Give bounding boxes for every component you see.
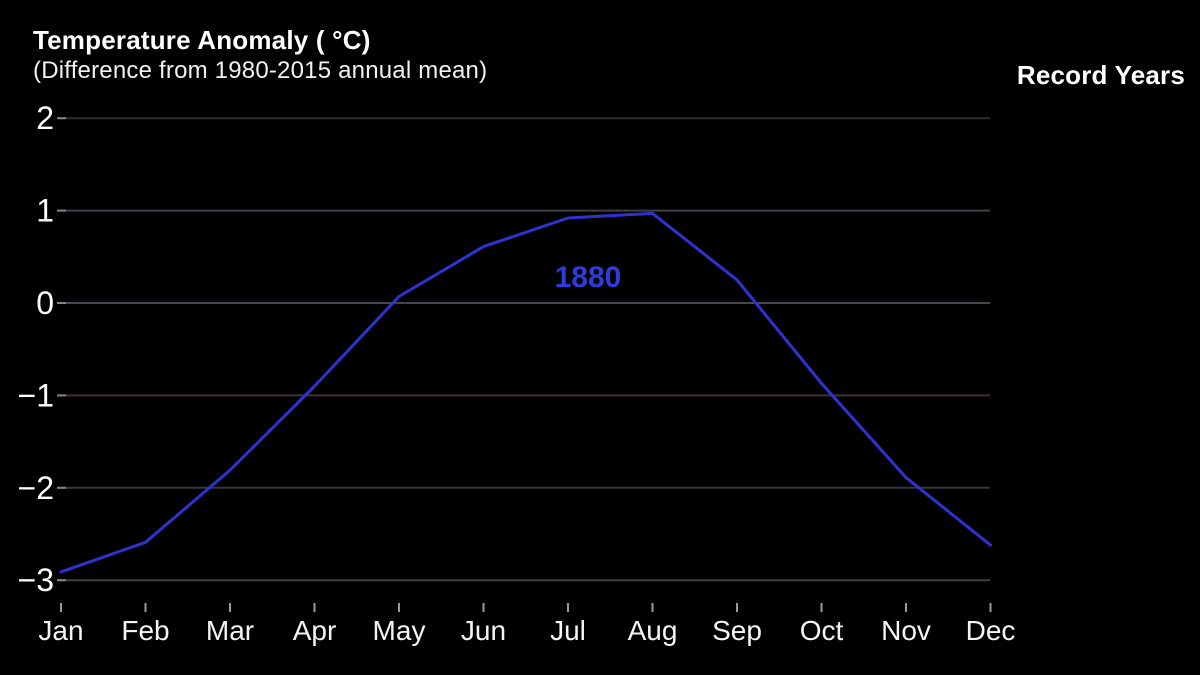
y-tick-label: −1 [18, 377, 54, 413]
x-tick-label: Mar [206, 615, 254, 646]
legend-title: Record Years [1016, 60, 1185, 90]
x-tick-label: Feb [121, 615, 169, 646]
x-tick-label: Jul [550, 615, 586, 646]
y-tick-label: −3 [18, 562, 54, 598]
y-tick-label: 0 [36, 285, 54, 321]
y-tick-label: 1 [36, 193, 54, 229]
x-tick-label: Jan [38, 615, 83, 646]
page-title: Temperature Anomaly ( °C) [33, 25, 371, 55]
x-tick-label: May [373, 615, 426, 646]
x-tick-label: Sep [712, 615, 762, 646]
y-tick-label: −2 [18, 470, 54, 506]
x-tick-label: Jun [461, 615, 506, 646]
y-tick-label: 2 [36, 100, 54, 136]
series-label-1880: 1880 [555, 261, 622, 294]
x-tick-label: Apr [293, 615, 337, 646]
x-tick-label: Dec [966, 615, 1016, 646]
x-tick-label: Nov [881, 615, 931, 646]
x-tick-label: Aug [628, 615, 678, 646]
x-tick-label: Oct [800, 615, 844, 646]
series-line-1880 [59, 211, 992, 574]
page-subtitle: (Difference from 1980-2015 annual mean) [33, 57, 488, 84]
